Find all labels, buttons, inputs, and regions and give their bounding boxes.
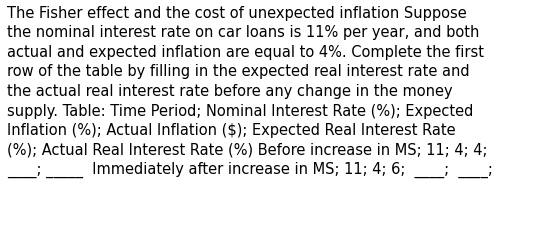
Text: The Fisher effect and the cost of unexpected inflation Suppose
the nominal inter: The Fisher effect and the cost of unexpe… bbox=[7, 6, 493, 178]
